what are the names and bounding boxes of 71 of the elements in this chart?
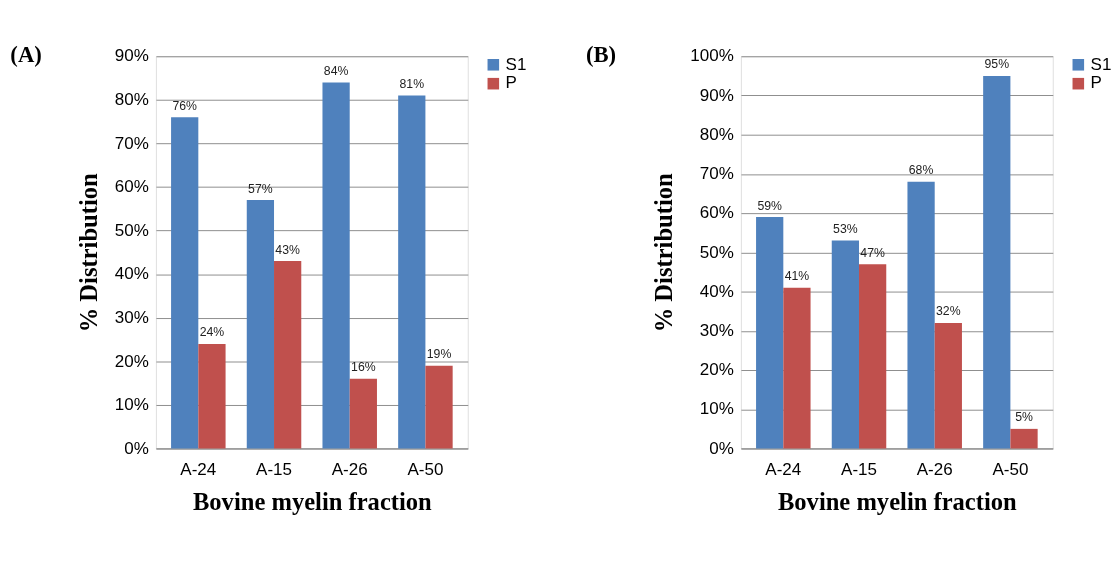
y-tick-label: 40% xyxy=(114,264,149,284)
y-tick-label: 0% xyxy=(709,438,734,458)
bar xyxy=(983,75,1011,449)
data-label: 84% xyxy=(323,63,349,78)
legend-label: S1 xyxy=(505,54,527,74)
data-label: 47% xyxy=(860,245,885,260)
y-tick-label: 90% xyxy=(114,46,149,66)
data-label: 81% xyxy=(399,76,425,91)
y-tick-label: 50% xyxy=(699,242,734,262)
data-label: 76% xyxy=(172,98,198,113)
y-tick-label: 100% xyxy=(690,46,734,66)
x-tick-label: A-24 xyxy=(765,460,802,480)
y-tick-label: 10% xyxy=(114,395,149,415)
bar xyxy=(934,322,962,449)
y-tick-label: 20% xyxy=(114,351,149,371)
x-tick-label: A-50 xyxy=(407,460,444,480)
data-label: 16% xyxy=(351,360,376,375)
bar xyxy=(783,287,811,449)
bar xyxy=(349,378,377,449)
y-tick-label: 60% xyxy=(699,203,734,223)
data-label: 57% xyxy=(248,181,273,196)
y-tick-label: 50% xyxy=(114,220,149,240)
x-tick-label: A-15 xyxy=(256,460,292,480)
chart-title: (A) xyxy=(10,41,42,67)
y-tick-label: 80% xyxy=(699,124,734,144)
bar xyxy=(398,95,426,449)
y-axis-title: % Distribution xyxy=(650,173,678,333)
y-tick-label: 30% xyxy=(699,321,734,341)
y-axis-title: % Distribution xyxy=(74,173,102,333)
data-label: 41% xyxy=(784,269,810,284)
bar xyxy=(1010,428,1038,449)
y-tick-label: 70% xyxy=(699,164,734,184)
bar xyxy=(246,200,275,449)
data-label: 5% xyxy=(1015,410,1033,425)
y-tick-label: 60% xyxy=(114,177,149,197)
bar xyxy=(425,365,453,449)
chart-title: (B) xyxy=(585,41,617,67)
x-axis-title: Bovine myelin fraction xyxy=(777,488,1018,516)
x-tick-label: A-26 xyxy=(916,460,953,480)
bar xyxy=(859,264,887,449)
x-tick-label: A-15 xyxy=(841,460,877,480)
y-tick-label: 20% xyxy=(699,360,734,380)
bar xyxy=(274,261,302,449)
x-axis-title: Bovine myelin fraction xyxy=(192,488,433,516)
bar xyxy=(756,217,784,449)
legend-label: P xyxy=(505,73,517,93)
legend-label: S1 xyxy=(1090,54,1112,74)
y-tick-label: 30% xyxy=(114,307,149,327)
x-tick-label: A-24 xyxy=(180,460,217,480)
data-label: 32% xyxy=(936,304,961,319)
y-tick-label: 80% xyxy=(114,90,149,110)
data-label: 19% xyxy=(426,347,452,362)
bar xyxy=(198,343,226,449)
bar xyxy=(907,181,935,449)
y-tick-label: 90% xyxy=(699,85,734,105)
legend-label: P xyxy=(1090,73,1102,93)
y-tick-label: 10% xyxy=(699,399,734,419)
y-tick-label: 0% xyxy=(124,438,149,458)
data-label: 59% xyxy=(757,198,783,213)
data-label: 53% xyxy=(833,222,858,237)
data-label: 95% xyxy=(984,57,1010,72)
y-tick-label: 70% xyxy=(114,133,149,153)
y-tick-label: 40% xyxy=(699,281,734,301)
bar xyxy=(322,82,350,449)
bar xyxy=(171,117,199,449)
x-tick-label: A-26 xyxy=(331,460,368,480)
data-label: 24% xyxy=(199,325,225,340)
bar xyxy=(831,240,860,449)
x-tick-label: A-50 xyxy=(992,460,1029,480)
data-label: 43% xyxy=(275,242,301,257)
data-label: 68% xyxy=(908,163,934,178)
